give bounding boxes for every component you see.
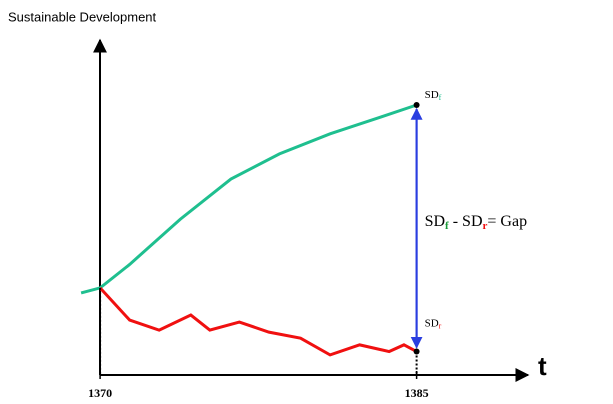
endpoint [414, 102, 420, 108]
gap-part: - SD [449, 213, 483, 230]
x-tick-label: 1370 [88, 386, 112, 400]
chart: Sustainable Development t 13701385SDfSDr… [0, 0, 613, 404]
annotation: SDr [425, 317, 442, 330]
series-line [100, 288, 417, 355]
annotation-text: SD [425, 317, 439, 329]
annotation-sub: r [439, 321, 442, 330]
gap-part: SD [425, 213, 445, 230]
annotation-sub: f [439, 93, 442, 102]
endpoint [414, 349, 420, 355]
annotation-text: SD [425, 89, 439, 101]
gap-part: = Gap [487, 213, 527, 230]
annotation: SDf [425, 89, 442, 102]
page: {"chart_data": {"type": "line", "title":… [0, 0, 613, 404]
gap-equation: SDf - SDr= Gap [425, 213, 527, 232]
x-axis-label: t [538, 351, 547, 381]
chart-title: Sustainable Development [8, 9, 157, 24]
series-line [81, 105, 417, 293]
x-tick-label: 1385 [405, 386, 429, 400]
